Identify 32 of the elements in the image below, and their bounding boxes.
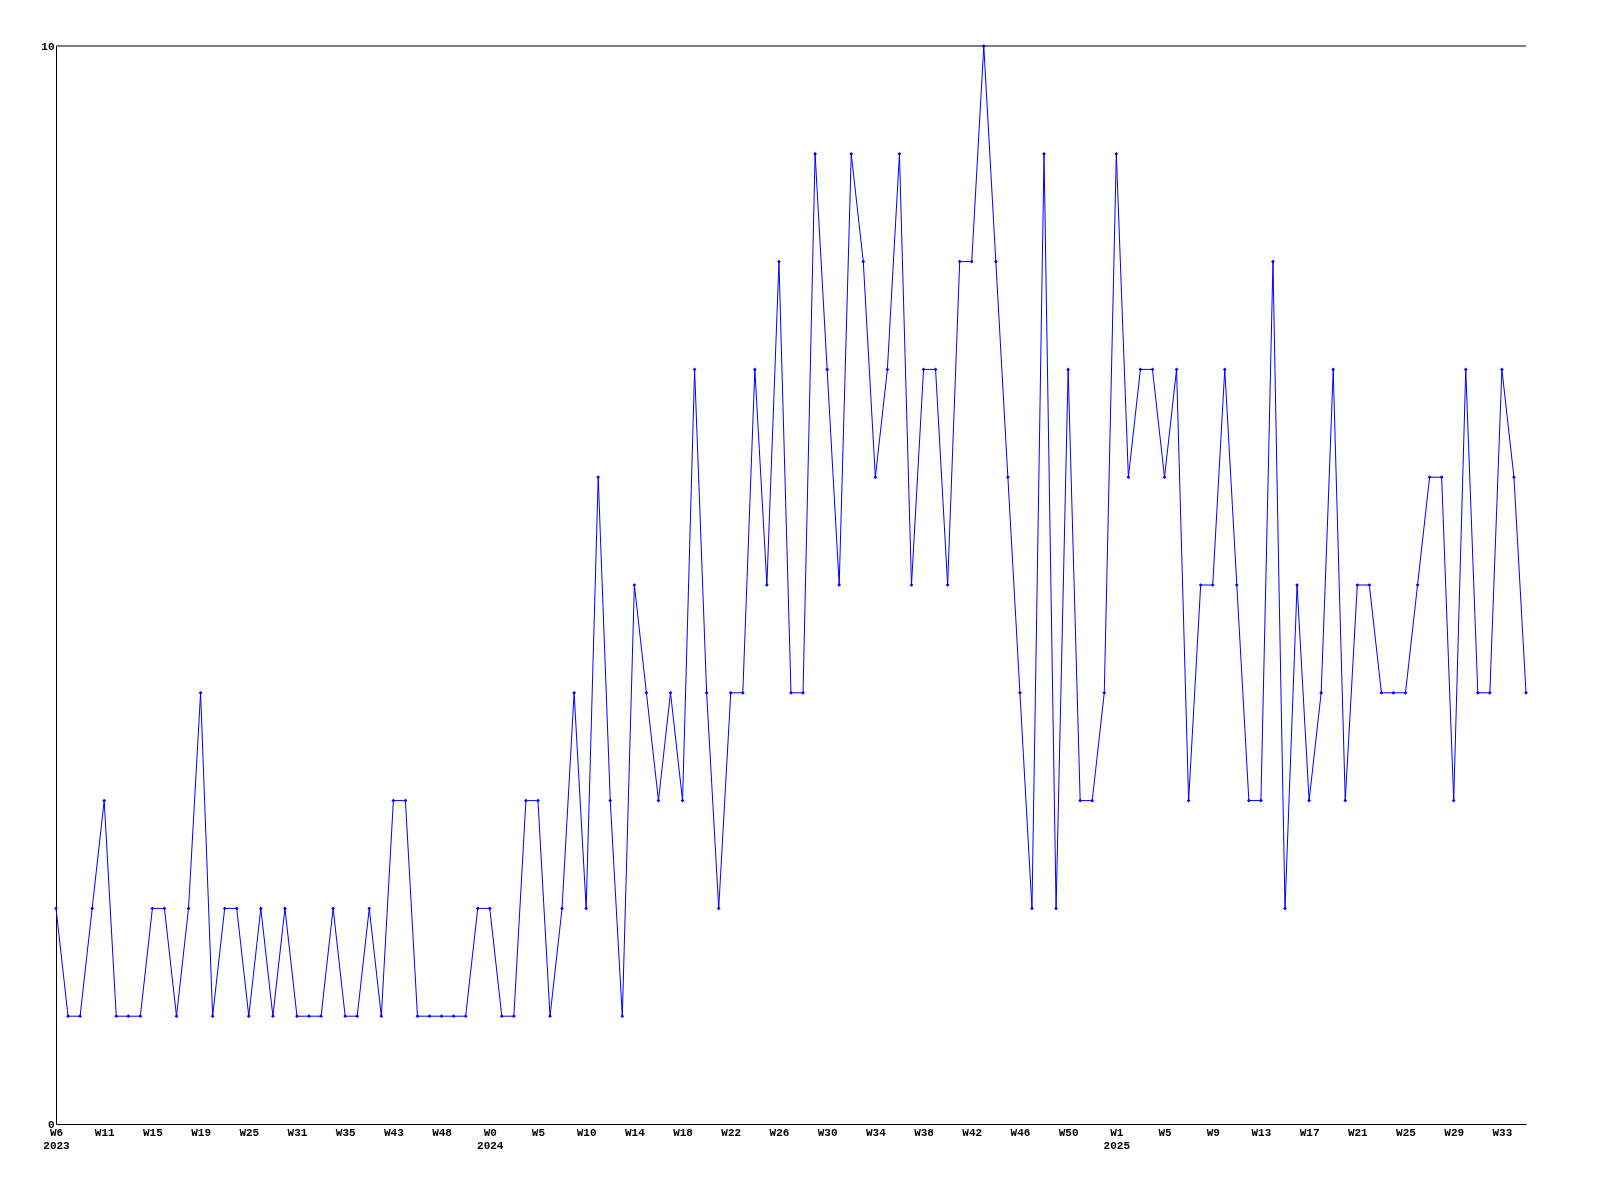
x-tick-label: W21 bbox=[1347, 1126, 1369, 1139]
x-tick-label: W14 bbox=[624, 1126, 646, 1139]
x-tick-label: W22 bbox=[721, 1126, 742, 1139]
x-tick-label: W29 bbox=[1444, 1126, 1465, 1139]
x-tick-label: W13 bbox=[1251, 1126, 1272, 1139]
x-tick-label: W15 bbox=[142, 1126, 164, 1139]
x-tick-label: W38 bbox=[914, 1126, 935, 1139]
x-tick-label: W26 bbox=[769, 1126, 790, 1139]
x-tick-label: W5 bbox=[1158, 1126, 1173, 1139]
x-tick-label: W25 bbox=[239, 1126, 260, 1139]
x-tick-label: W46 bbox=[1010, 1126, 1031, 1139]
x-tick-label: W34 bbox=[865, 1126, 887, 1139]
x-tick-label: W30 bbox=[817, 1126, 838, 1139]
x-tick-label: W5 bbox=[531, 1126, 546, 1139]
x-tick-label: W35 bbox=[335, 1126, 356, 1139]
x-tick-label: W17 bbox=[1299, 1126, 1320, 1139]
x-tick-label: W50 bbox=[1058, 1126, 1079, 1139]
x-tick-label: W31 bbox=[287, 1126, 308, 1139]
x-tick-label: W43 bbox=[383, 1126, 405, 1139]
x-tick-label: W9 bbox=[1206, 1126, 1220, 1139]
x-tick-label: W10 bbox=[576, 1126, 597, 1139]
x-tick-label: W19 bbox=[191, 1126, 211, 1139]
x-tick-label: W6 2023 bbox=[43, 1126, 71, 1152]
x-tick-label: W42 bbox=[962, 1126, 983, 1139]
x-tick-label: W25 bbox=[1396, 1126, 1417, 1139]
x-tick-label: W48 bbox=[432, 1126, 453, 1139]
x-tick-label: W11 bbox=[94, 1126, 115, 1139]
x-tick-label: W18 bbox=[673, 1126, 694, 1139]
y-tick-label: 10 bbox=[41, 40, 55, 53]
x-tick-label: W0 2024 bbox=[477, 1126, 504, 1152]
x-tick-label: W33 bbox=[1492, 1126, 1513, 1139]
x-tick-label: W1 2025 bbox=[1103, 1126, 1131, 1152]
